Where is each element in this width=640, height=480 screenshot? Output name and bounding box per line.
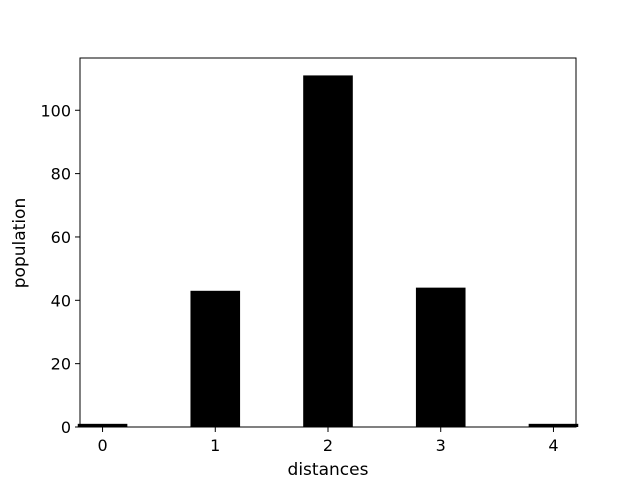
x-tick-label: 2	[323, 436, 333, 455]
x-axis-label: distances	[288, 460, 369, 480]
x-tick-label: 1	[210, 436, 220, 455]
y-tick-label: 80	[51, 165, 71, 184]
bar-0	[77, 423, 128, 427]
bar-4	[528, 423, 579, 427]
y-tick-label: 20	[51, 355, 71, 374]
bar-1	[190, 290, 241, 427]
y-tick-label: 100	[40, 101, 71, 120]
bar-3	[415, 287, 466, 427]
x-tick-label: 3	[436, 436, 446, 455]
x-axis-ticks: 0 1 2 3 4	[97, 427, 559, 455]
bars-group	[77, 75, 579, 428]
x-tick-label: 4	[548, 436, 558, 455]
x-tick-label: 0	[97, 436, 107, 455]
bar-2	[303, 75, 353, 428]
y-tick-label: 0	[61, 418, 71, 437]
y-tick-label: 60	[51, 228, 71, 247]
y-axis-ticks: 0 20 40 60 80 100	[40, 101, 80, 437]
y-axis-label: population	[10, 198, 30, 288]
y-tick-label: 40	[51, 291, 71, 310]
